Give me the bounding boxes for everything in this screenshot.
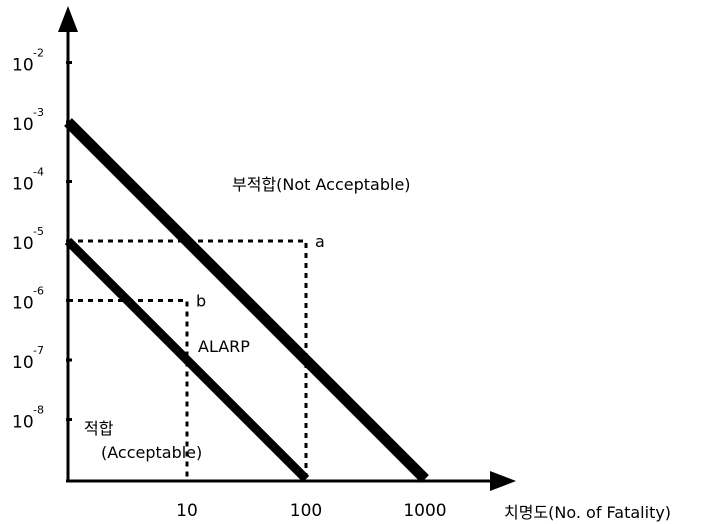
y-tick-exponent: -3 bbox=[33, 106, 44, 119]
y-tick-group: 10-210-310-410-510-610-710-8 bbox=[12, 47, 72, 433]
x-tick-label: 100 bbox=[290, 501, 322, 521]
series-line-lower bbox=[64, 237, 310, 483]
y-tick-label: 10 bbox=[12, 353, 34, 373]
y-tick-label: 10 bbox=[12, 115, 34, 135]
reference-point-label-b: b bbox=[196, 292, 206, 311]
x-axis-arrow-icon bbox=[490, 471, 516, 491]
y-tick-exponent: -2 bbox=[33, 47, 44, 60]
y-tick-exponent: -8 bbox=[33, 404, 44, 417]
y-tick-label: 10 bbox=[12, 413, 34, 433]
x-tick-label: 10 bbox=[176, 501, 198, 521]
x-axis-title: 치명도(No. of Fatality) bbox=[504, 503, 671, 522]
series-group bbox=[64, 118, 429, 483]
reference-lines: ab bbox=[68, 232, 325, 481]
y-tick-label: 10 bbox=[12, 234, 34, 254]
region-label-acceptable-en: (Acceptable) bbox=[101, 443, 202, 462]
region-label-not-acceptable: 부적합(Not Acceptable) bbox=[232, 175, 411, 194]
x-tick-label: 1000 bbox=[403, 501, 446, 521]
y-tick-exponent: -7 bbox=[33, 344, 44, 357]
y-tick-label: 10 bbox=[12, 56, 34, 76]
reference-point-label-a: a bbox=[315, 232, 325, 251]
series-line-upper bbox=[64, 118, 429, 483]
y-tick-label: 10 bbox=[12, 175, 34, 195]
y-tick-exponent: -4 bbox=[33, 166, 44, 179]
y-axis-arrow-icon bbox=[58, 6, 78, 32]
region-labels: 부적합(Not Acceptable) ALARP 적합 (Acceptable… bbox=[84, 175, 671, 522]
x-tick-group: 10 100 1000 bbox=[176, 501, 446, 521]
axes bbox=[58, 6, 516, 491]
region-label-acceptable-kr: 적합 bbox=[84, 419, 114, 438]
region-label-alarp: ALARP bbox=[198, 337, 250, 356]
y-tick-label: 10 bbox=[12, 294, 34, 314]
y-tick-exponent: -6 bbox=[33, 285, 44, 298]
y-tick-exponent: -5 bbox=[33, 225, 44, 238]
